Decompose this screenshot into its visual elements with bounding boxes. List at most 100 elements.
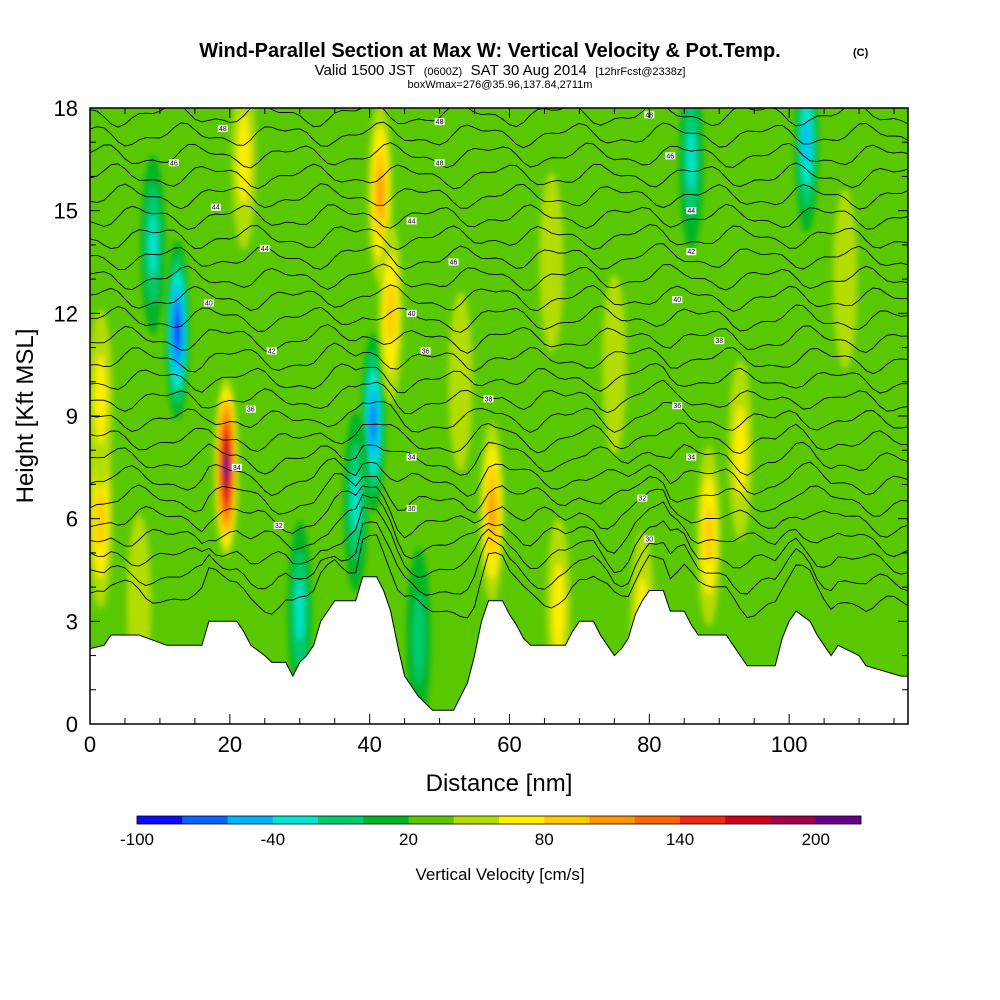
y-tick-label: 0 — [66, 712, 78, 737]
potential-temperature-contours — [90, 108, 908, 619]
svg-text:34: 34 — [687, 455, 695, 462]
velocity-cell — [165, 240, 190, 421]
colorbar: -100 -40 20 80 140 200 — [120, 815, 862, 849]
velocity-cell — [361, 332, 386, 513]
contour-label: 48 — [434, 118, 445, 126]
velocity-cell — [368, 108, 393, 284]
contour-label: 46 — [665, 152, 676, 160]
colorbar-swatch — [137, 816, 183, 824]
svg-text:40: 40 — [408, 311, 416, 318]
contour-label: 42 — [686, 248, 697, 256]
contour-label: 38 — [714, 337, 725, 345]
velocity-cell — [90, 308, 113, 489]
chart-title-mark: (C) — [853, 47, 869, 59]
theta-contour — [90, 379, 908, 414]
subtitle-forecast: [12hrFcst@2338z] — [595, 66, 685, 78]
theta-contour — [90, 284, 908, 312]
x-tick-label: 100 — [771, 732, 808, 757]
velocity-cell — [794, 108, 819, 233]
svg-text:36: 36 — [422, 348, 430, 355]
subtitle-valid: Valid 1500 JST — [315, 62, 416, 79]
colorbar-swatch — [453, 816, 500, 824]
y-axis-label: Height [Kft MSL] — [12, 329, 39, 504]
velocity-cell — [696, 445, 721, 626]
theta-contour — [90, 183, 908, 210]
x-axis-label: Distance [nm] — [426, 770, 573, 797]
contour-label: 30 — [644, 535, 655, 544]
colorbar-swatch — [770, 816, 817, 824]
chart-subtitle: Valid 1500 JST (0600Z) SAT 30 Aug 2014 [… — [315, 62, 686, 79]
theta-contour — [90, 473, 908, 517]
svg-text:44: 44 — [408, 218, 416, 225]
contour-label: 34 — [686, 453, 697, 462]
svg-text:44: 44 — [687, 208, 695, 215]
contour-label: 48 — [217, 125, 228, 133]
velocity-cell — [140, 154, 165, 335]
contour-label: 38 — [483, 395, 494, 403]
theta-contour — [90, 224, 908, 251]
contour-label: 44 — [686, 207, 697, 215]
theta-contour — [90, 304, 908, 333]
svg-text:30: 30 — [408, 506, 416, 513]
theta-contour — [90, 362, 908, 394]
x-tick-label: 60 — [497, 732, 521, 757]
svg-text:46: 46 — [666, 153, 674, 160]
colorbar-swatch — [815, 816, 862, 824]
colorbar-swatch — [363, 816, 409, 824]
colorbar-swatch — [408, 816, 455, 824]
svg-text:48: 48 — [436, 119, 444, 126]
theta-contour — [90, 422, 908, 454]
velocity-cell — [679, 108, 704, 250]
svg-text:40: 40 — [673, 297, 681, 304]
contour-label: 32 — [637, 494, 648, 503]
colorbar-tick-label: 80 — [535, 830, 554, 849]
theta-contour — [90, 243, 908, 270]
contour-label: 44 — [259, 244, 270, 253]
theta-contour — [90, 324, 908, 354]
velocity-cell — [448, 291, 473, 472]
contour-label: 36 — [672, 402, 683, 410]
colorbar-frame — [136, 815, 862, 825]
theta-contour — [90, 521, 908, 596]
y-tick-label: 18 — [54, 96, 78, 121]
contour-label: 36 — [245, 405, 256, 414]
svg-text:30: 30 — [645, 537, 653, 544]
colorbar-swatch — [318, 816, 364, 824]
svg-text:32: 32 — [638, 496, 646, 503]
colorbar-tick-label: -100 — [120, 830, 154, 849]
contour-label: 42 — [266, 347, 277, 355]
y-tick-label: 12 — [54, 301, 78, 326]
subtitle-date: SAT 30 Aug 2014 — [471, 62, 587, 79]
contour-label: 48 — [434, 159, 445, 167]
colorbar-swatch — [182, 816, 228, 824]
velocity-cell — [480, 421, 505, 602]
colorbar-tick-label: -40 — [260, 830, 285, 849]
colorbar-tick-label: 200 — [802, 830, 830, 849]
colorbar-swatch — [544, 816, 590, 824]
svg-text:48: 48 — [436, 160, 444, 167]
theta-contour — [90, 534, 908, 619]
subtitle-zulu: (0600Z) — [424, 66, 463, 78]
theta-contour — [90, 506, 908, 578]
svg-text:38: 38 — [485, 396, 493, 403]
x-tick-label: 40 — [357, 732, 381, 757]
colorbar-swatch — [634, 816, 681, 824]
colorbar-swatch — [499, 816, 545, 824]
contour-label: 46 — [168, 159, 179, 167]
plot-area: 32 34 36 30 34 38 36 40 42 40 44 46 44 44 46 48 48 48 30 32… — [90, 108, 908, 724]
svg-text:46: 46 — [450, 260, 458, 267]
svg-text:34: 34 — [233, 465, 241, 472]
theta-contour — [90, 441, 908, 476]
y-tick-label: 9 — [66, 404, 78, 429]
velocity-cell — [287, 521, 312, 702]
colorbar-tick-label: 20 — [399, 830, 418, 849]
svg-text:36: 36 — [673, 403, 681, 410]
contour-label: 40 — [672, 296, 683, 304]
contour-label: 44 — [406, 217, 417, 225]
terrain-outline — [90, 576, 908, 724]
y-tick-label: 3 — [66, 609, 78, 634]
colorbar-tick-label: 140 — [666, 830, 694, 849]
velocity-cell — [378, 223, 403, 404]
theta-contour — [90, 121, 908, 149]
contour-label: 34 — [231, 463, 242, 472]
